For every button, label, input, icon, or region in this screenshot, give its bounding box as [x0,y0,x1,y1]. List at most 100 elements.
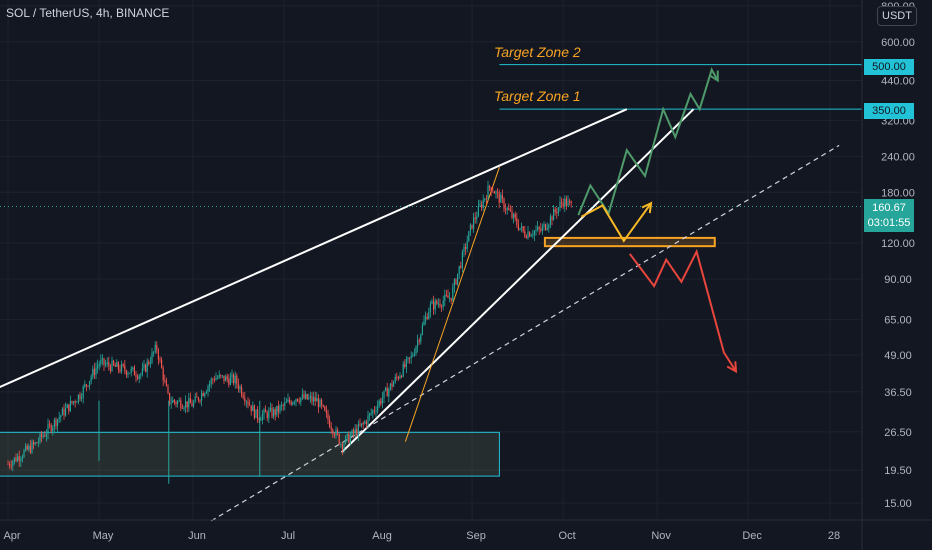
candle-body [473,217,475,229]
candle-body [431,301,433,304]
candle-body [36,442,38,444]
candle-body [549,216,551,226]
candle-body [242,395,244,399]
candle-body [537,227,539,231]
y-tick-label: 19.50 [884,465,912,477]
candle-body [165,380,167,387]
candle-body [148,361,150,364]
candle-body [188,398,190,408]
candle-body [77,394,79,402]
neutral-scenario-path [580,202,652,243]
candle-body [506,208,508,210]
candle-body [469,224,471,232]
candle-body [394,376,396,383]
candle-body [429,303,431,312]
candle-body [205,391,207,394]
candle-body [284,402,286,406]
candle-body [156,344,158,351]
candle-body [330,427,332,430]
candle-body [474,217,476,219]
candle-body [105,363,107,365]
candle-body [34,442,36,445]
candle-body [199,400,201,402]
candle-body [477,205,479,217]
candle-body [191,403,193,407]
x-tick-label: Nov [651,530,671,542]
candle-body [503,198,505,209]
bearish-scenario-path [629,248,737,372]
candle-body [37,441,39,444]
candle-body [468,231,470,242]
currency-selector[interactable]: USDT [877,6,917,26]
candle-body [221,375,223,377]
candle-body [439,303,441,307]
candle-body [505,208,507,210]
candle-body [509,209,511,211]
candle-body [423,320,425,326]
candle-body [369,413,371,416]
candle-body [553,209,555,221]
candle-body [303,394,305,399]
candle-body [124,365,126,371]
candle-body [108,362,110,367]
candle-body [513,214,515,218]
candle-body [7,463,9,465]
candle-body [45,434,47,437]
candle-body [53,419,55,428]
candle-body [481,204,483,208]
candle-body [492,191,494,193]
candle-body [277,405,279,412]
candle-body [121,364,123,372]
candle-body [44,435,46,437]
candle-body [274,409,276,415]
candle-body [97,365,99,368]
target-1-price-tag: 350.00 [864,103,914,119]
x-tick-label: May [93,530,114,542]
y-tick-label: 180.00 [881,187,915,199]
candle-body [18,456,20,461]
candle-body [546,227,548,230]
candle-body [540,228,542,231]
candle-body [479,204,481,206]
candle-body [146,361,148,372]
candle-body [193,402,195,407]
candle-body [52,427,54,432]
candle-body [316,398,318,402]
y-tick-label: 26.50 [884,427,912,439]
candle-body [377,405,379,412]
candle-body [529,232,531,237]
candle-body [95,367,97,375]
candle-body [501,195,503,199]
candle-body [340,443,342,445]
candle-body [564,198,566,207]
candle-body [300,397,302,403]
candle-body [149,362,151,364]
candle-body [220,374,222,376]
x-tick-label: Dec [742,530,762,542]
candle-body [410,355,412,359]
candle-body [15,457,17,462]
candle-body [249,404,251,406]
trendline-steep-trend [404,167,500,442]
candle-body [263,409,265,415]
candle-body [391,383,393,387]
candle-body [154,344,156,352]
candle-body [25,445,27,451]
candle-body [508,208,510,210]
candle-body [455,279,457,285]
candle-body [301,394,303,398]
candle-body [465,247,467,249]
trendline-rising-support [340,108,695,454]
candle-body [289,399,291,403]
candle-body [162,368,164,381]
candle-body [351,430,353,436]
target-zone-2-label: Target Zone 2 [494,44,581,60]
candle-body [556,212,558,214]
candle-body [418,340,420,342]
candle-body [89,380,91,387]
candle-body [353,430,355,434]
candle-body [225,376,227,382]
candle-body [290,402,292,405]
